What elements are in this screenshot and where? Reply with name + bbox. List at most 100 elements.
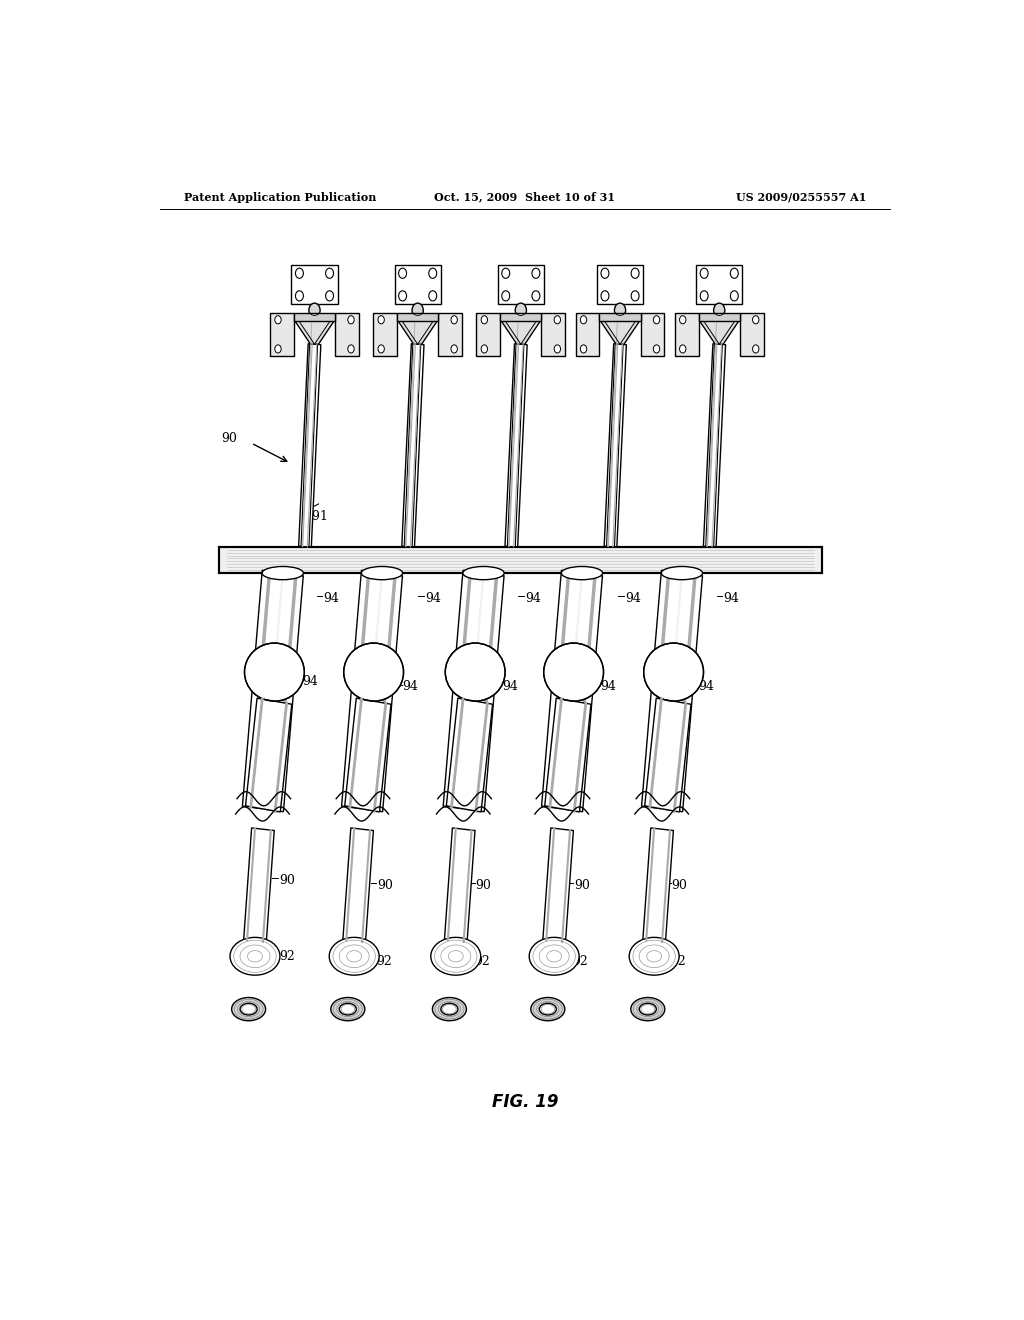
Ellipse shape	[245, 643, 304, 701]
Circle shape	[348, 315, 354, 323]
Text: 92: 92	[474, 954, 489, 968]
Ellipse shape	[240, 1003, 257, 1015]
Circle shape	[730, 268, 738, 279]
Circle shape	[274, 315, 282, 323]
FancyBboxPatch shape	[438, 313, 462, 356]
Ellipse shape	[644, 643, 703, 701]
FancyBboxPatch shape	[394, 265, 440, 304]
Circle shape	[631, 290, 639, 301]
FancyBboxPatch shape	[219, 546, 822, 573]
Ellipse shape	[540, 1003, 556, 1015]
Polygon shape	[543, 828, 573, 942]
FancyBboxPatch shape	[597, 265, 643, 304]
Circle shape	[730, 290, 738, 301]
Text: 92: 92	[377, 954, 392, 968]
Ellipse shape	[230, 937, 280, 975]
Polygon shape	[542, 570, 602, 812]
Ellipse shape	[463, 566, 504, 579]
Ellipse shape	[344, 643, 403, 701]
Text: US 2009/0255557 A1: US 2009/0255557 A1	[735, 191, 866, 202]
Ellipse shape	[631, 998, 665, 1020]
Polygon shape	[397, 321, 437, 345]
Text: FIG. 19: FIG. 19	[492, 1093, 558, 1110]
Circle shape	[451, 315, 458, 323]
Text: 94: 94	[303, 676, 318, 688]
Circle shape	[296, 290, 303, 301]
Circle shape	[502, 290, 510, 301]
Polygon shape	[343, 828, 374, 942]
Circle shape	[653, 315, 659, 323]
FancyBboxPatch shape	[500, 313, 542, 321]
Circle shape	[378, 315, 384, 323]
Polygon shape	[606, 323, 624, 546]
Ellipse shape	[452, 651, 487, 694]
Ellipse shape	[331, 998, 365, 1020]
Text: 94: 94	[723, 591, 739, 605]
FancyBboxPatch shape	[698, 313, 740, 321]
Ellipse shape	[662, 566, 702, 579]
Text: 94: 94	[625, 591, 641, 605]
Circle shape	[309, 304, 321, 318]
Circle shape	[429, 268, 436, 279]
FancyBboxPatch shape	[599, 313, 641, 321]
Ellipse shape	[441, 1003, 458, 1015]
Circle shape	[601, 290, 609, 301]
Ellipse shape	[550, 651, 586, 694]
Polygon shape	[706, 323, 723, 546]
Ellipse shape	[231, 998, 265, 1020]
Ellipse shape	[629, 937, 679, 975]
Text: 90: 90	[279, 874, 295, 887]
Circle shape	[581, 315, 587, 323]
Text: 90: 90	[475, 879, 492, 891]
Ellipse shape	[251, 651, 287, 694]
Circle shape	[274, 345, 282, 352]
Polygon shape	[246, 698, 292, 812]
Polygon shape	[301, 323, 318, 546]
FancyBboxPatch shape	[542, 313, 565, 356]
Polygon shape	[443, 570, 504, 812]
Ellipse shape	[529, 937, 580, 975]
FancyBboxPatch shape	[270, 313, 294, 356]
FancyBboxPatch shape	[696, 265, 742, 304]
Circle shape	[481, 315, 487, 323]
Ellipse shape	[530, 998, 565, 1020]
Circle shape	[481, 345, 487, 352]
Circle shape	[581, 345, 587, 352]
Polygon shape	[645, 698, 691, 812]
FancyBboxPatch shape	[575, 313, 599, 356]
Circle shape	[714, 304, 725, 318]
Circle shape	[296, 268, 303, 279]
Text: 94: 94	[600, 680, 616, 693]
Ellipse shape	[561, 566, 602, 579]
Polygon shape	[342, 570, 402, 812]
Circle shape	[653, 345, 659, 352]
Text: 92: 92	[572, 954, 588, 968]
FancyBboxPatch shape	[476, 313, 500, 356]
Polygon shape	[446, 698, 493, 812]
Text: 90: 90	[672, 879, 687, 891]
Ellipse shape	[262, 566, 303, 579]
Polygon shape	[545, 698, 591, 812]
Polygon shape	[345, 698, 391, 812]
Polygon shape	[505, 343, 527, 548]
Circle shape	[531, 290, 540, 301]
Text: 92: 92	[670, 954, 686, 968]
Circle shape	[378, 345, 384, 352]
Circle shape	[680, 315, 686, 323]
Text: Patent Application Publication: Patent Application Publication	[183, 191, 376, 202]
Polygon shape	[401, 343, 424, 548]
Ellipse shape	[349, 651, 386, 694]
FancyBboxPatch shape	[641, 313, 665, 356]
FancyBboxPatch shape	[292, 265, 338, 304]
Polygon shape	[444, 828, 475, 942]
Polygon shape	[703, 343, 726, 548]
Polygon shape	[600, 321, 640, 345]
Text: 92: 92	[279, 950, 295, 962]
Polygon shape	[643, 828, 674, 942]
Polygon shape	[501, 321, 541, 345]
Circle shape	[451, 345, 458, 352]
Text: Oct. 15, 2009  Sheet 10 of 31: Oct. 15, 2009 Sheet 10 of 31	[434, 191, 615, 202]
Polygon shape	[244, 828, 274, 942]
FancyBboxPatch shape	[740, 313, 764, 356]
Circle shape	[700, 268, 709, 279]
